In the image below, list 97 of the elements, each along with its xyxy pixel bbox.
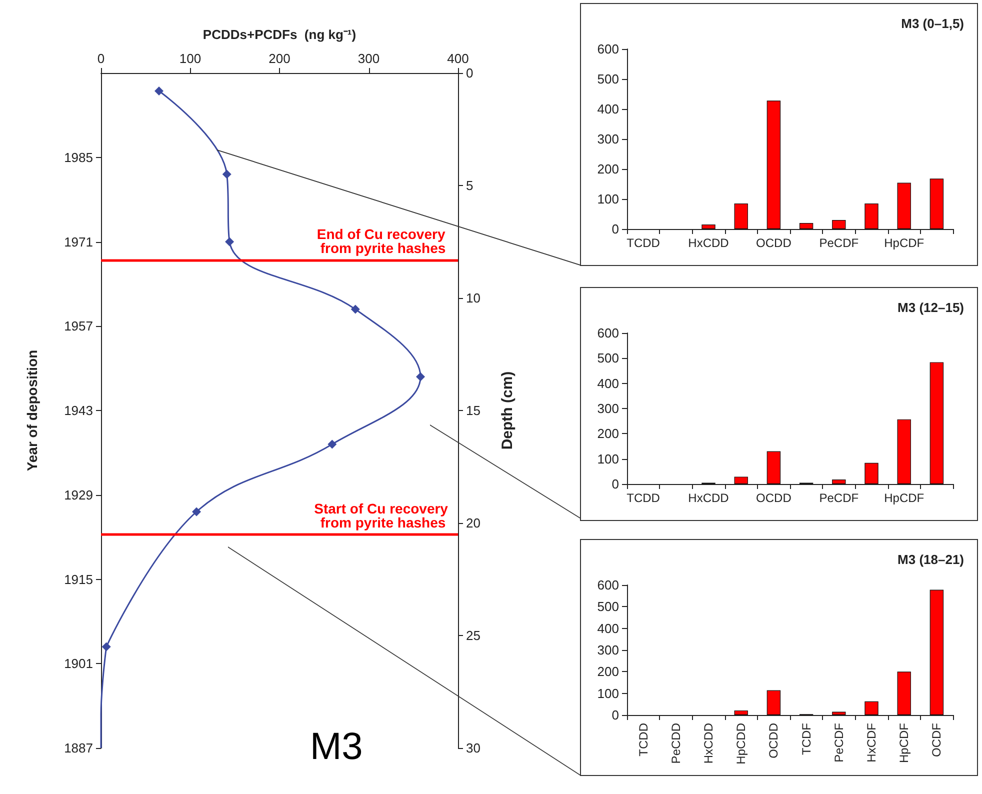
bar [864,462,878,484]
y-tick-label: 400 [597,376,619,391]
x-tick-label: 0 [97,51,105,66]
bar [734,476,748,484]
x-tick-label: 300 [358,51,380,66]
y2-tick-label: 1887 [64,740,93,756]
ref-line-label: Start of Cu recovery from pyrite hashes [314,500,452,530]
bar [864,701,878,715]
x-tick-label: 100 [179,51,202,66]
x-tick-label: OCDD [756,236,792,250]
bar [930,590,944,715]
x-tick-label: HxCDD [688,491,730,505]
y-tick-label: 400 [597,102,619,116]
ref-line-label: End of Cu recovery from pyrite hashes [316,226,450,256]
bar [832,479,846,484]
y-tick-label: 200 [597,664,619,680]
y-tick-label: 10 [466,290,480,306]
y-tick-label: 600 [597,326,619,340]
x-tick-label: HpCDD [734,722,748,764]
y-tick-label: 500 [597,599,619,614]
y-tick-label: 100 [597,686,619,701]
y2-axis-title: Year of deposition [24,350,40,472]
y-tick-label: 0 [466,66,474,80]
x-tick-label: PeCDF [832,723,846,762]
bar [930,362,944,484]
y2-tick-label: 1929 [64,487,93,502]
x-tick-label: HpCDF [897,723,912,764]
bar [897,419,911,484]
x-tick-label: PeCDF [819,236,859,250]
bar [897,182,911,229]
bar [832,220,846,229]
y2-tick-label: 1971 [64,234,93,250]
y-tick-label: 100 [597,451,619,466]
x-tick-label: TCDD [626,236,660,250]
bar [766,100,781,229]
x-tick-label: HpCDF [884,491,924,505]
point [154,86,164,96]
y-tick-label: 20 [466,516,480,530]
y-tick-label: 300 [597,642,619,658]
y-tick-label: 0 [612,708,619,722]
bar [766,690,781,715]
y-tick-label: 200 [597,162,619,176]
bar [766,451,781,484]
y-tick-label: 600 [597,578,619,592]
point [328,440,337,449]
x-tick-label: OCDF [930,723,944,757]
x-tick-label: PeCDF [819,491,859,505]
x-tick-label: PeCDD [668,722,683,764]
chart-title: M3 (12–15) [898,300,964,315]
bar [734,710,748,715]
y-tick-label: 0 [612,476,619,492]
chart-title: M3 (0–1,5) [901,16,964,31]
bar [799,223,814,229]
y2-tick-label: 1985 [64,150,93,165]
x-tick-label: 200 [268,51,290,66]
bar [702,224,716,229]
x-tick-label: TCDD [636,722,650,756]
y-tick-label: 500 [597,350,619,366]
y-tick-label: 200 [597,426,619,442]
x-tick-label: OCDD [756,491,792,505]
bar [897,672,911,715]
point [416,372,426,382]
point [102,642,111,652]
bar [832,712,846,715]
point [350,304,360,314]
x-tick-label: TCDD [626,491,660,505]
y-tick-label: 400 [597,620,619,636]
x-axis-title: PCDDs+PCDFs (ng kg⁻¹) [202,27,356,42]
annotation: M3 [310,726,363,768]
y-tick-label: 30 [466,740,480,756]
chart-title: M3 (18–21) [898,552,964,567]
x-tick-label: OCDD [766,722,781,758]
y-tick-label: 15 [466,403,480,418]
y-tick-label: 5 [466,178,474,193]
y2-tick-label: 1943 [64,403,93,418]
point [192,507,201,516]
x-tick-label: HxCDF [864,723,878,762]
y-tick-label: 300 [597,132,619,146]
y2-tick-label: 1915 [64,572,93,587]
bar [930,178,944,229]
y-tick-label: 25 [466,628,480,643]
point [222,170,232,179]
y-tick-label: 500 [597,72,619,86]
y2-tick-label: 1957 [64,318,93,334]
y-axis-title: Depth (cm) [499,371,516,450]
x-tick-label: HxCDD [702,722,716,764]
point [225,237,234,246]
y-tick-label: 300 [597,401,619,416]
x-tick-label: HpCDF [884,236,924,250]
bar [734,204,748,229]
x-tick-label: TCDF [799,723,814,755]
y-tick-label: 100 [597,192,619,206]
x-tick-label: HxCDD [688,236,730,250]
y-tick-label: 0 [612,222,619,236]
y2-tick-label: 1901 [64,656,93,672]
bar [864,204,878,229]
y-tick-label: 600 [597,42,619,56]
